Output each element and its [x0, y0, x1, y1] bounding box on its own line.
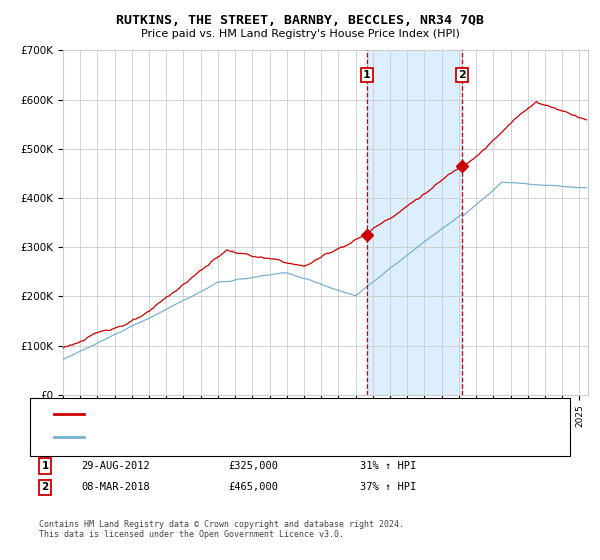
- Text: 2: 2: [41, 482, 49, 492]
- Text: 31% ↑ HPI: 31% ↑ HPI: [360, 461, 416, 471]
- Text: £325,000: £325,000: [228, 461, 278, 471]
- Text: 29-AUG-2012: 29-AUG-2012: [81, 461, 150, 471]
- Text: 1: 1: [41, 461, 49, 471]
- Text: RUTKINS, THE STREET, BARNBY, BECCLES, NR34 7QB: RUTKINS, THE STREET, BARNBY, BECCLES, NR…: [116, 14, 484, 27]
- Text: 2: 2: [458, 70, 466, 80]
- Text: HPI: Average price, detached house, East Suffolk: HPI: Average price, detached house, East…: [90, 432, 366, 441]
- Text: 1: 1: [363, 70, 371, 80]
- Text: RUTKINS, THE STREET, BARNBY, BECCLES, NR34 7QB (detached house): RUTKINS, THE STREET, BARNBY, BECCLES, NR…: [90, 410, 452, 419]
- Bar: [367, 50, 462, 395]
- Text: 08-MAR-2018: 08-MAR-2018: [81, 482, 150, 492]
- Text: 37% ↑ HPI: 37% ↑ HPI: [360, 482, 416, 492]
- Text: Price paid vs. HM Land Registry's House Price Index (HPI): Price paid vs. HM Land Registry's House …: [140, 29, 460, 39]
- Text: £465,000: £465,000: [228, 482, 278, 492]
- Text: Contains HM Land Registry data © Crown copyright and database right 2024.
This d: Contains HM Land Registry data © Crown c…: [39, 520, 404, 539]
